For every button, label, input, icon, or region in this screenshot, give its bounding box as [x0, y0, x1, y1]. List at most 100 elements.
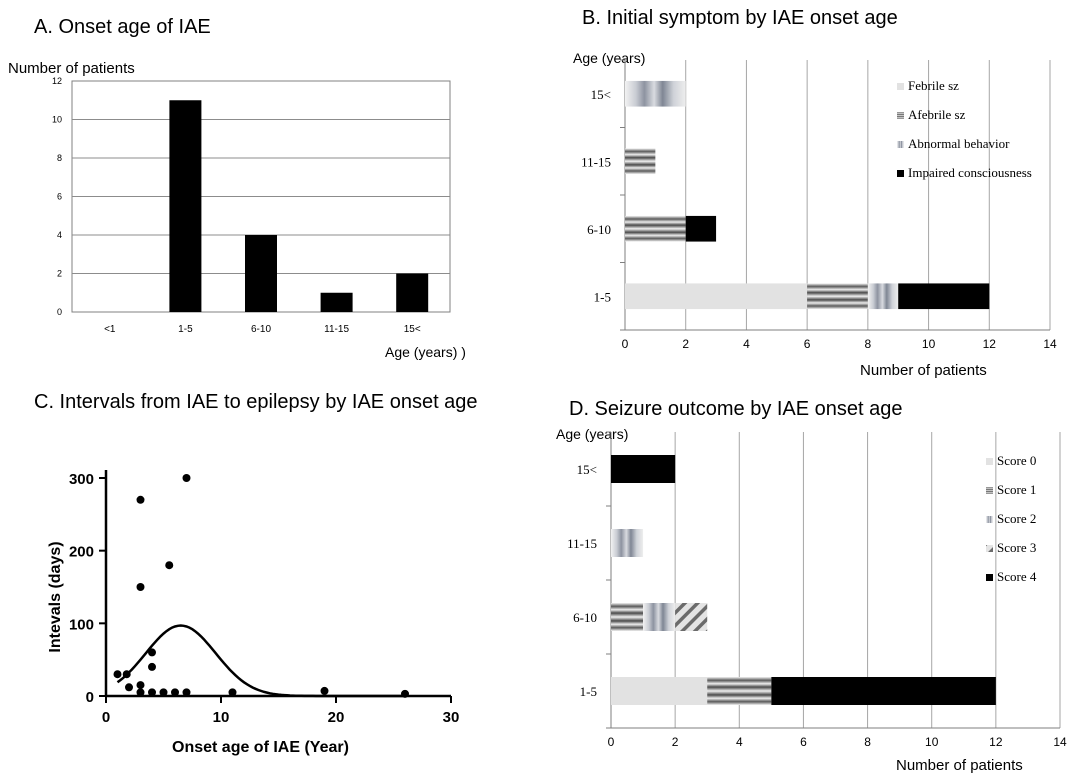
panel-d-bar-segment	[675, 603, 708, 631]
panel-b-legend-swatch	[897, 141, 904, 148]
panel-d-stacked-bar-chart: Age (years) Number of patients 0 2 4 6 8 10 12…	[556, 426, 1067, 774]
panel-b-legend-label: Impaired consciousness	[908, 165, 1032, 180]
panel-c-data-point	[401, 689, 409, 698]
panel-d-category-label: 6-10	[573, 610, 597, 625]
panel-c-y-tick-label: 300	[69, 471, 94, 488]
panel-c-fit-curve	[116, 624, 405, 698]
panel-a-title: A. Onset age of IAE	[34, 16, 211, 38]
panel-c-y-tick-label: 200	[69, 544, 94, 561]
panel-b-x-tick-label: 6	[804, 337, 811, 351]
panel-a-y-tick-label: 2	[57, 269, 62, 279]
panel-d-category-label: 1-5	[580, 684, 597, 699]
panel-d-x-tick-label: 8	[864, 735, 871, 749]
panel-d-legend-swatch	[986, 487, 993, 494]
panel-b-legend-swatch	[897, 170, 904, 177]
panel-c-data-point	[182, 474, 191, 482]
panel-d-x-tick-label: 6	[800, 735, 807, 749]
panel-c-data-point	[165, 561, 174, 570]
panel-a-y-tick-label: 12	[52, 76, 62, 86]
panel-b-x-tick-label: 8	[865, 337, 872, 351]
panel-d-legend-label: Score 2	[997, 511, 1036, 526]
panel-c-data-point	[136, 583, 145, 591]
panel-a-x-tick-label: 6-10	[251, 324, 271, 335]
panel-d-category-label: 15<	[577, 462, 597, 477]
panel-c-data-point	[320, 686, 329, 695]
panel-a-x-tick-label: 1-5	[178, 324, 193, 335]
panel-b-bar-segment	[807, 283, 868, 310]
panel-c-data-point	[136, 688, 145, 697]
panel-a-y-tick-label: 8	[57, 153, 62, 163]
panel-a-x-tick-label: 15<	[404, 324, 421, 335]
panel-d-legend-swatch	[986, 545, 993, 552]
panel-b-bar-segment	[898, 283, 990, 310]
panel-a-y-tick-label: 10	[52, 115, 62, 125]
panel-b-x-tick-label: 0	[622, 337, 629, 351]
panel-c-y-axis-label: Intevals (days)	[47, 541, 64, 652]
panel-d-bar-segment	[611, 529, 644, 557]
panel-d-x-axis-label: Number of patients	[896, 757, 1023, 774]
panel-d-x-tick-label: 12	[989, 735, 1003, 749]
panel-d-legend-swatch	[986, 516, 993, 523]
panel-b-x-tick-label: 12	[983, 337, 997, 351]
panel-c-x-tick-label: 20	[328, 709, 345, 726]
panel-d-legend-swatch	[986, 458, 993, 465]
panel-d-legend-label: Score 1	[997, 482, 1036, 497]
panel-d-legend-label: Score 3	[997, 540, 1036, 555]
panel-c-x-tick-label: 0	[102, 709, 110, 726]
panel-c-data-point	[148, 688, 156, 697]
panel-a-bar	[320, 292, 353, 312]
panel-a-x-axis-label: Age (years) )	[385, 344, 466, 360]
panel-d-legend-label: Score 4	[997, 569, 1037, 584]
panel-b-bar-segment	[625, 283, 808, 310]
panel-b-category-label: 15<	[591, 87, 611, 102]
panel-d-x-tick-label: 14	[1053, 735, 1067, 749]
panel-b-legend-swatch	[897, 83, 904, 90]
panel-b-title: B. Initial symptom by IAE onset age	[582, 7, 898, 29]
panel-b-stacked-bar-chart: Age (years) Number of patients 0 2 4 6 8 10 12…	[573, 50, 1057, 379]
panel-b-bar-segment	[625, 80, 686, 107]
panel-c-data-point	[228, 688, 237, 697]
panel-d-bar-segment	[771, 677, 996, 705]
panel-c-x-tick-label: 30	[443, 709, 460, 726]
panel-b-bar-segment	[625, 215, 686, 242]
panel-a-bar	[169, 100, 202, 312]
panel-d-x-tick-label: 4	[736, 735, 743, 749]
panel-a-y-axis-label: Number of patients	[8, 60, 135, 77]
panel-a-y-tick-label: 4	[57, 230, 62, 240]
panel-a-bar	[396, 273, 429, 312]
panel-c-data-point	[136, 495, 145, 504]
panel-d-bar-segment	[643, 603, 676, 631]
panel-d-y-axis-label: Age (years)	[556, 426, 628, 442]
panel-c-scatter-chart: Onset age of IAE (Year) Intevals (days) …	[47, 470, 459, 756]
panel-b-bar-segment	[625, 148, 656, 175]
panel-b-x-axis-label: Number of patients	[860, 362, 987, 379]
panel-b-legend-label: Abnormal behavior	[908, 136, 1010, 151]
panel-c-y-tick-label: 0	[86, 689, 94, 706]
panel-b-bar-segment	[685, 215, 717, 242]
panel-b-legend-label: Afebrile sz	[908, 107, 966, 122]
panel-b-category-label: 11-15	[581, 154, 611, 169]
panel-a-bar	[245, 235, 277, 312]
panel-c-data-point	[182, 688, 191, 697]
panel-d-title: D. Seizure outcome by IAE onset age	[569, 398, 903, 420]
panel-b-x-tick-label: 2	[682, 337, 689, 351]
panel-b-legend-label: Febrile sz	[908, 78, 959, 93]
panel-c-data-point	[125, 683, 133, 692]
panel-c-data-point	[122, 670, 131, 679]
panel-c-data-point	[148, 662, 156, 671]
panel-d-x-tick-label: 10	[925, 735, 939, 749]
panel-d-legend-label: Score 0	[997, 453, 1036, 468]
panel-b-category-label: 6-10	[587, 222, 611, 237]
panel-c-x-axis-label: Onset age of IAE (Year)	[172, 739, 349, 756]
panel-b-y-axis-label: Age (years)	[573, 50, 645, 66]
panel-c-data-point	[171, 688, 179, 697]
panel-b-legend-swatch	[897, 112, 904, 119]
panel-d-bar-segment	[611, 603, 644, 631]
panel-c-title: C. Intervals from IAE to epilepsy by IAE…	[34, 391, 478, 413]
panel-c-data-point	[136, 681, 145, 690]
panel-c-data-point	[113, 670, 122, 679]
panel-a-x-tick-label: <1	[104, 324, 116, 335]
panel-b-x-tick-label: 4	[743, 337, 750, 351]
panel-d-bar-segment	[611, 455, 676, 483]
panel-a-bar-chart: Number of patients Age (years) ) 0 2 4 6 8 10…	[8, 60, 466, 360]
